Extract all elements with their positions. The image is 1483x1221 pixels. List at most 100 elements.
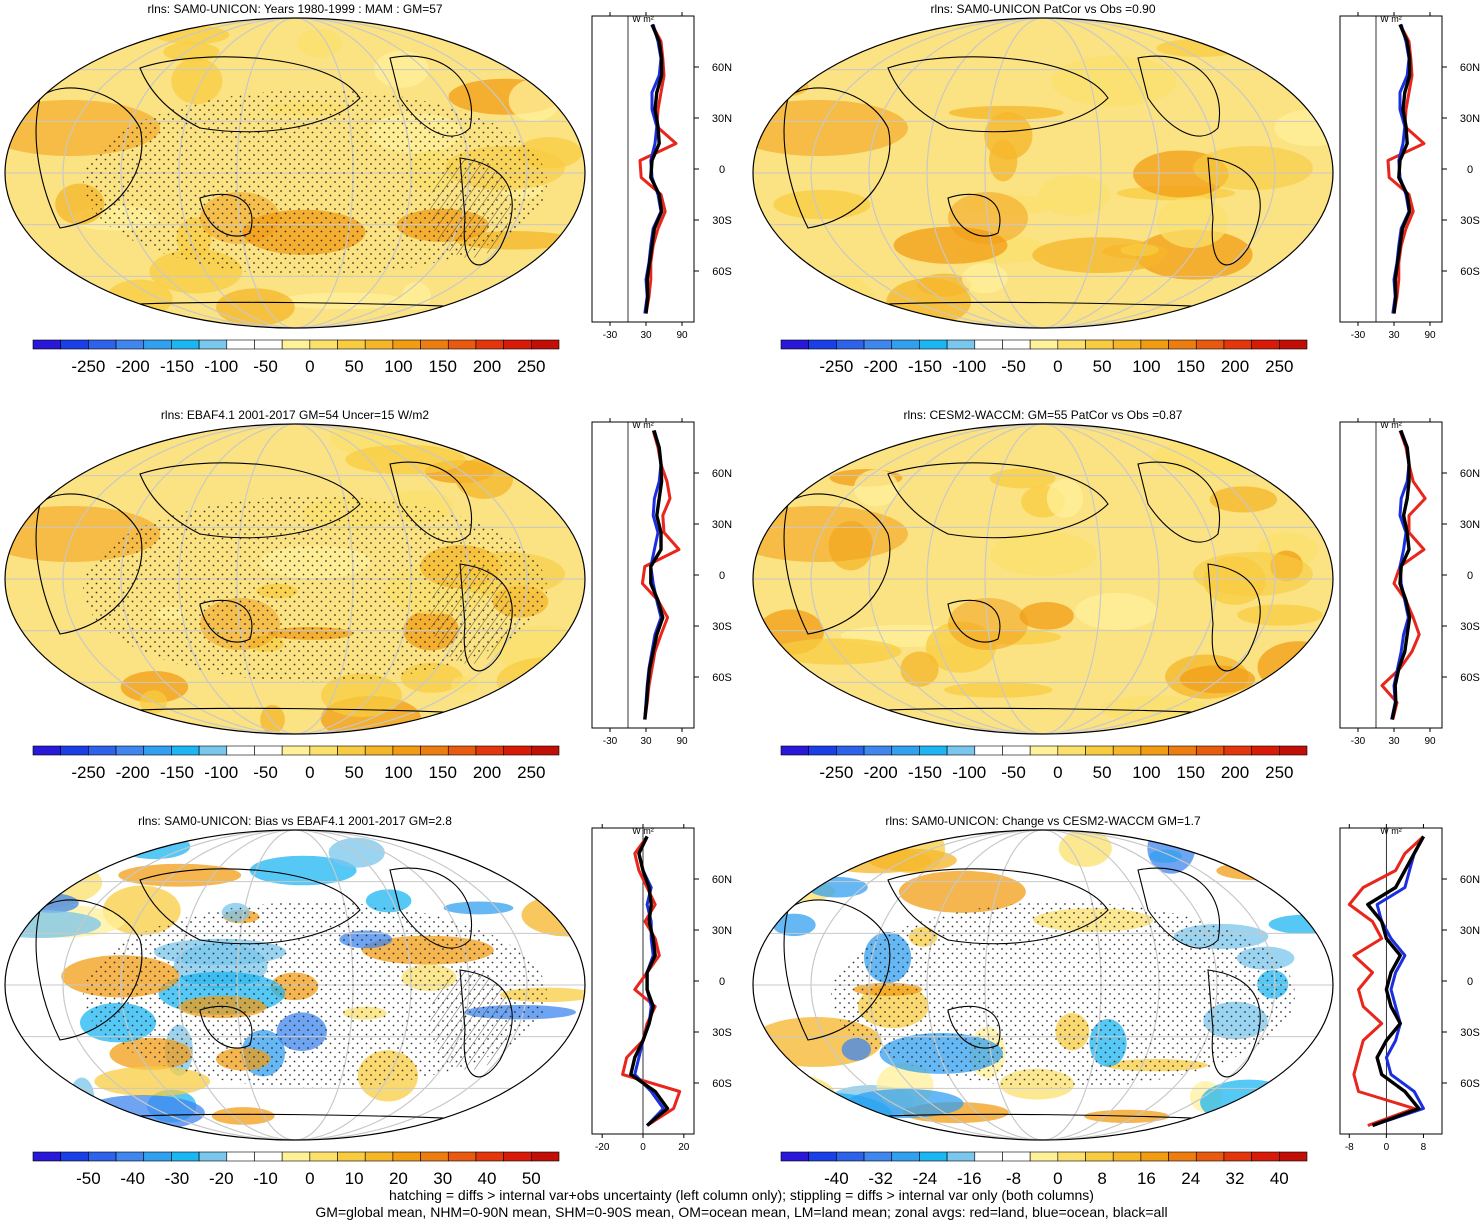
colorbar-swatch: [309, 1151, 338, 1162]
panel-p6: rlns: SAM0-UNICON: Change vs CESM2-WACCM…: [752, 814, 1480, 1188]
colorbar-swatch: [946, 745, 976, 756]
colorbar-swatch: [863, 1151, 893, 1162]
colorbar-swatch: [503, 1151, 532, 1162]
panel-title: rlns: SAM0-UNICON PatCor vs Obs =0.90: [930, 2, 1155, 16]
coastline: [1207, 563, 1261, 672]
x-tick-label: -8: [1345, 1142, 1354, 1153]
colorbar-label: -250: [819, 357, 853, 376]
colorbar-swatch: [919, 1151, 948, 1162]
x-tick-label: 0: [640, 1142, 646, 1153]
colorbar-swatch: [254, 745, 283, 756]
colorbar-swatch: [891, 1151, 920, 1162]
colorbar-swatch: [198, 1151, 228, 1162]
lat-label: 60S: [1460, 266, 1480, 278]
colorbar-label: -50: [253, 763, 278, 782]
hatch-overlay: [430, 158, 510, 258]
map-border: [4, 17, 586, 329]
zonal-unit-label: W m²: [1380, 14, 1402, 24]
coastline: [887, 56, 1109, 133]
colorbar-label: 20: [389, 1169, 408, 1188]
coastline: [1137, 55, 1220, 137]
colorbar-swatch: [808, 1151, 837, 1162]
map-border: [4, 829, 586, 1141]
colorbar-label: 50: [1093, 763, 1112, 782]
colorbar-label: 16: [1137, 1169, 1156, 1188]
colorbar-label: 50: [345, 763, 364, 782]
colorbar-label: -200: [116, 357, 150, 376]
colorbar: -250 -200 -150 -100 -50 0 50 100 150 200 250: [780, 339, 1308, 376]
colorbar-swatch: [171, 339, 200, 350]
colorbar-swatch: [808, 339, 837, 350]
colorbar-label: 150: [429, 357, 457, 376]
colorbar-swatch: [198, 745, 228, 756]
colorbar-label: -200: [116, 763, 150, 782]
colorbar-swatch: [780, 339, 809, 350]
colorbar-swatch: [1251, 339, 1280, 350]
colorbar: -250 -200 -150 -100 -50 0 50 100 150 200 250: [32, 745, 560, 782]
colorbar-label: 0: [1053, 357, 1062, 376]
lat-label: 60N: [1460, 468, 1480, 480]
colorbar-label: 150: [1177, 357, 1205, 376]
map-border: [752, 423, 1334, 735]
zonal-all-line: [1366, 835, 1425, 1128]
zonal-panel: W m² 60N 30N 0 30S 60S -30 30 90: [591, 418, 732, 747]
colorbar-swatch: [88, 339, 117, 350]
colorbar-swatch: [32, 1151, 61, 1162]
colorbar-swatch: [503, 745, 532, 756]
colorbar-label: 0: [1053, 763, 1062, 782]
coastline: [1207, 157, 1261, 266]
zonal-frame: [1339, 421, 1443, 729]
lat-label: 60S: [712, 672, 732, 684]
colorbar-label: 200: [1221, 763, 1249, 782]
colorbar-swatch: [1057, 339, 1086, 350]
panel-title: rlns: EBAF4.1 2001-2017 GM=54 Uncer=15 W…: [161, 408, 429, 422]
colorbar-label: -250: [819, 763, 853, 782]
x-tick-label: -20: [595, 1142, 610, 1153]
colorbar-swatch: [1195, 1151, 1225, 1162]
lat-label: 30S: [1460, 1027, 1480, 1039]
colorbar: -250 -200 -150 -100 -50 0 50 100 150 200 250: [780, 745, 1308, 782]
colorbar-swatch: [1251, 1151, 1280, 1162]
map-area: [5, 830, 585, 1140]
colorbar-label: 50: [345, 357, 364, 376]
colorbar-swatch: [1168, 339, 1197, 350]
lat-label: 60N: [1460, 62, 1480, 74]
zonal-all-line: [1392, 23, 1412, 314]
colorbar-label: -150: [908, 357, 942, 376]
zonal-unit-label: W m²: [1380, 420, 1402, 430]
colorbar-label: -50: [253, 357, 278, 376]
colorbar-label: -50: [1001, 357, 1026, 376]
colorbar-label: 40: [1270, 1169, 1289, 1188]
zonal-all-line: [1390, 429, 1412, 720]
map-border: [752, 17, 1334, 329]
x-tick-label: -30: [603, 736, 618, 747]
zonal-panel: W m² 60N 30N 0 30S 60S -30 30 90: [1339, 418, 1480, 747]
map-area: [5, 18, 585, 328]
colorbar-swatch: [60, 339, 89, 350]
lat-label: 30S: [1460, 621, 1480, 633]
colorbar-swatch: [836, 1151, 865, 1162]
colorbar-label: 8: [1097, 1169, 1106, 1188]
hatch-overlay: [430, 564, 510, 664]
colorbar-label: 250: [1265, 357, 1293, 376]
lat-label: 30N: [1460, 519, 1480, 531]
zonal-panel: W m² 60N 30N 0 30S 60S -30 30 90: [1339, 12, 1480, 341]
colorbar-swatch: [88, 745, 117, 756]
colorbar-swatch: [392, 745, 421, 756]
colorbar-label: 40: [478, 1169, 497, 1188]
map-area: [5, 424, 585, 734]
colorbar-label: -200: [864, 763, 898, 782]
colorbar-label: 0: [305, 1169, 314, 1188]
lat-label: 30S: [712, 215, 732, 227]
footer-line-2: GM=global mean, NHM=0-90N mean, SHM=0-90…: [315, 1204, 1168, 1220]
zonal-land-line: [640, 430, 681, 720]
colorbar-label: -100: [952, 357, 986, 376]
colorbar-swatch: [919, 339, 948, 350]
colorbar-swatch: [1168, 745, 1197, 756]
colorbar-swatch: [1002, 339, 1031, 350]
colorbar-label: 100: [1132, 357, 1160, 376]
colorbar-swatch: [780, 1151, 809, 1162]
lat-label: 0: [1467, 976, 1473, 988]
colorbar-swatch: [503, 339, 532, 350]
colorbar-swatch: [115, 745, 145, 756]
